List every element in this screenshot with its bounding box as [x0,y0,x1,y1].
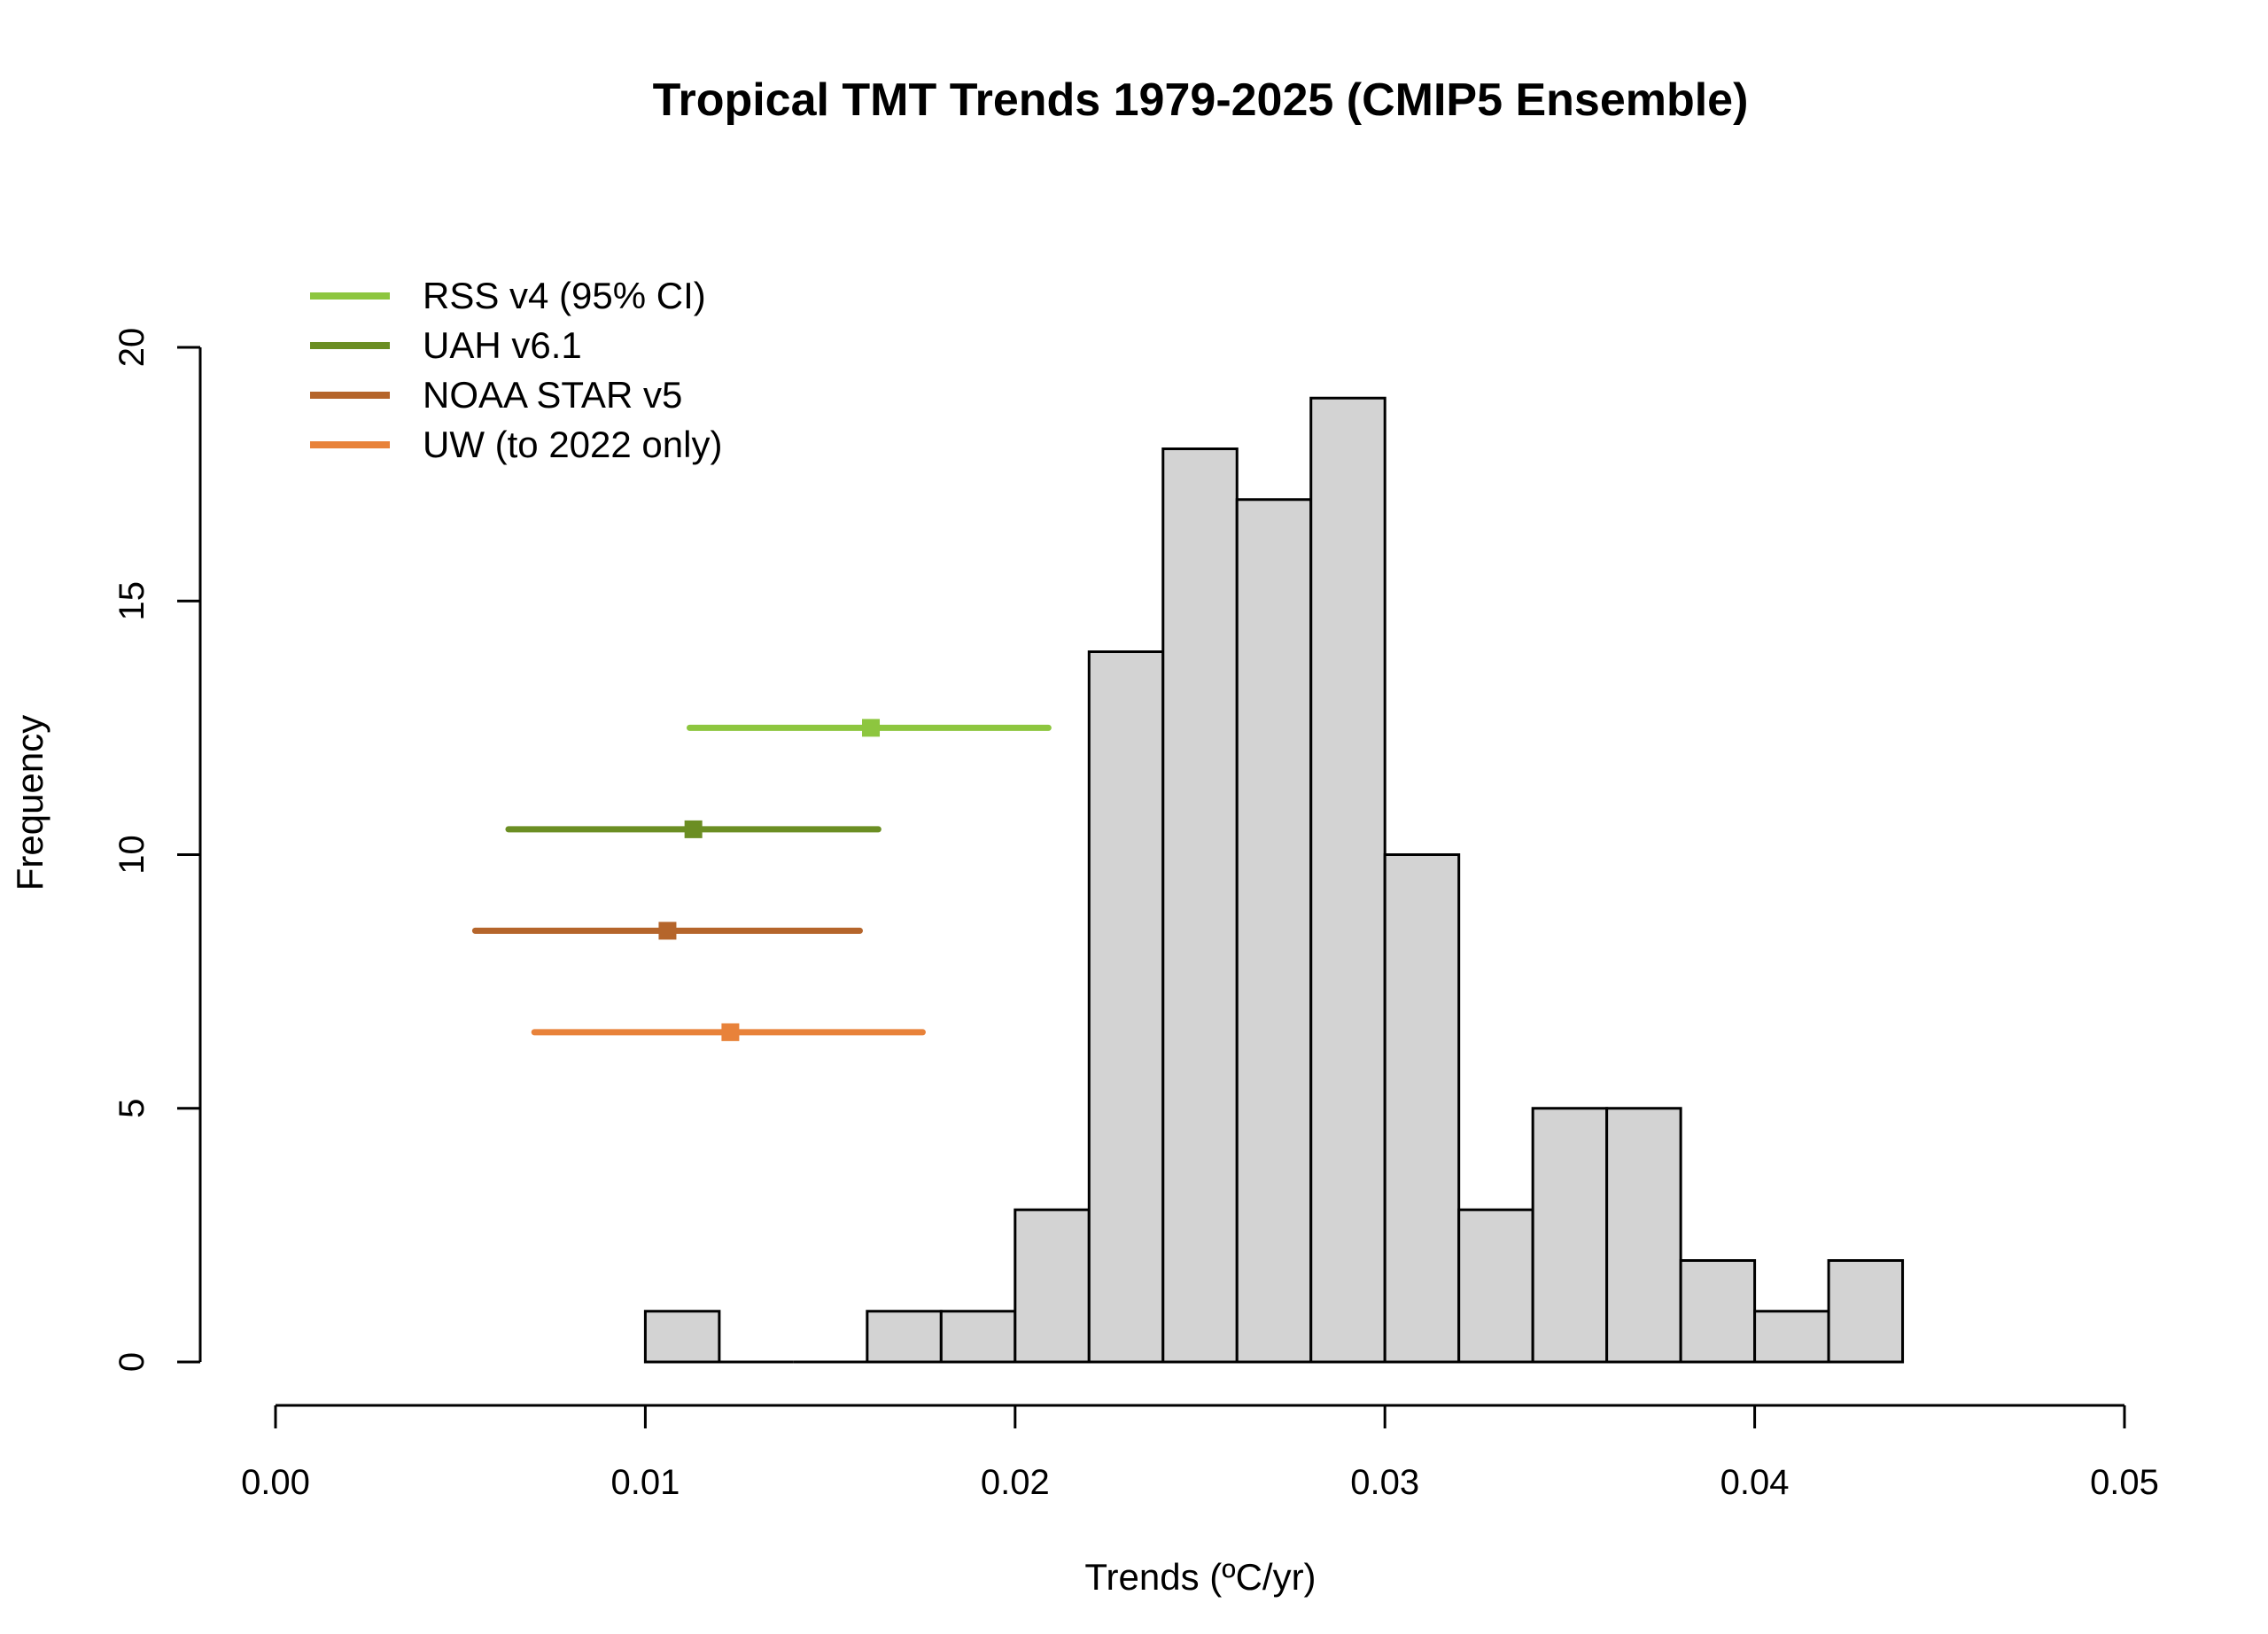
legend-label: RSS v4 (95% CI) [423,275,706,316]
legend: RSS v4 (95% CI) UAH v6.1 NOAA STAR v5 UW (t… [310,275,722,465]
histogram-bar [1309,396,1386,1364]
histogram-bar [1161,447,1239,1364]
histogram-bars [643,396,1905,1364]
x-tick-label: 0.01 [610,1463,680,1502]
histogram-bar [1753,1310,1830,1364]
x-tick-label: 0.03 [1350,1463,1419,1502]
y-tick-label: 10 [113,835,151,875]
histogram-bar [643,1310,721,1364]
histogram-bar [1827,1259,1905,1364]
y-tick-label: 5 [113,1099,151,1118]
histogram-bar [1235,498,1313,1364]
x-tick-label: 0.02 [981,1463,1050,1502]
x-axis-label: Trends (ºC/yr) [1084,1556,1316,1598]
legend-label: NOAA STAR v5 [423,374,682,416]
observation-error-bars [471,719,1052,1041]
chart-title: Tropical TMT Trends 1979-2025 (CMIP5 Ens… [653,74,1749,126]
histogram-bar [1383,853,1461,1364]
histogram-bar [939,1310,1017,1364]
histogram-bar [1605,1107,1682,1364]
y-tick-label: 20 [113,328,151,368]
y-tick-label: 15 [113,581,151,621]
histogram-bar [866,1310,943,1364]
x-tick-label: 0.00 [241,1463,310,1502]
histogram-bar [1679,1259,1757,1364]
histogram-bar [1457,1208,1534,1364]
legend-label: UAH v6.1 [423,324,582,366]
x-tick-label: 0.05 [2090,1463,2159,1502]
histogram-bar [1531,1107,1609,1364]
observation-trend-marker [721,1023,740,1041]
y-tick-label: 0 [113,1352,151,1372]
x-tick-label: 0.04 [1720,1463,1790,1502]
observation-trend-marker [684,820,703,838]
observation-trend-marker [658,922,677,940]
legend-label: UW (to 2022 only) [423,424,722,465]
histogram-bar [1087,650,1165,1364]
histogram-bar [1014,1208,1091,1364]
x-axis: 0.00 0.01 0.02 0.03 0.04 0.05 [241,1404,2159,1502]
y-axis-label: Frequency [9,715,50,891]
observation-trend-marker [862,719,881,737]
y-axis: 0 5 10 15 20 [113,328,202,1372]
